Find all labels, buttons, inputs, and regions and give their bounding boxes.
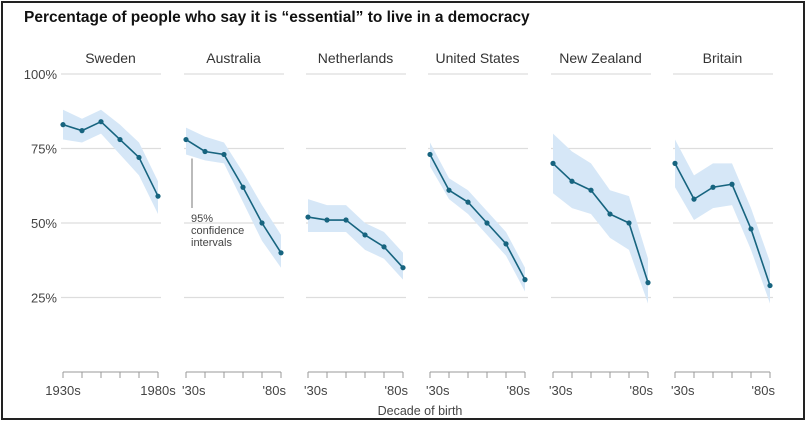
y-tick-label: 25% — [31, 291, 57, 306]
x-tick-label: 1980s — [140, 383, 176, 398]
x-tick-label: '30s — [426, 383, 450, 398]
annotation-text: 95% — [191, 213, 213, 225]
x-tick-label: '30s — [549, 383, 573, 398]
confidence-band — [675, 139, 770, 304]
panel-united-states: United States '30s '80s — [426, 50, 530, 398]
data-point — [729, 181, 735, 187]
data-point — [446, 187, 452, 193]
annotation-text: intervals — [191, 237, 232, 249]
data-point — [767, 282, 773, 289]
data-point — [503, 241, 509, 247]
data-point — [98, 119, 104, 125]
data-point — [305, 214, 311, 220]
x-tick-label: '30s — [671, 383, 695, 398]
data-point — [400, 265, 406, 271]
panel-title: United States — [435, 50, 519, 66]
data-point — [259, 220, 265, 226]
data-point — [278, 250, 284, 256]
data-point — [202, 148, 208, 155]
data-point — [427, 151, 433, 158]
x-tick-label: '80s — [385, 383, 409, 398]
x-tick-label: '80s — [263, 383, 287, 398]
data-point — [155, 193, 161, 199]
data-point — [343, 217, 349, 223]
series-line — [552, 162, 649, 283]
data-point — [569, 178, 575, 184]
data-point — [79, 128, 85, 134]
x-axis-label: Decade of birth — [378, 404, 463, 418]
data-point — [136, 154, 142, 161]
panel-title: New Zealand — [559, 50, 642, 66]
data-point — [522, 277, 528, 283]
panel-title: Netherlands — [318, 50, 394, 66]
panel-new-zealand: New Zealand '30s '80s — [549, 50, 653, 398]
panel-title: Britain — [703, 50, 743, 66]
series-line — [674, 163, 771, 286]
data-point — [484, 220, 490, 226]
panel-netherlands: Netherlands '30s '80s — [304, 50, 408, 398]
x-tick-label: 1930s — [45, 383, 81, 398]
data-point — [465, 199, 471, 205]
annotation-text: confidence — [191, 225, 244, 237]
data-point — [60, 122, 66, 128]
data-point — [183, 136, 189, 143]
x-tick-label: '80s — [630, 383, 654, 398]
panel-britain: Britain '30s '80s — [671, 50, 775, 398]
series-line — [185, 138, 282, 254]
y-axis-labels: 100% 75% 50% 25% — [24, 67, 58, 306]
panel-title: Sweden — [85, 50, 136, 66]
confidence-band — [308, 199, 403, 280]
series-line — [307, 216, 404, 269]
data-point — [550, 160, 556, 166]
data-point — [381, 244, 387, 250]
y-tick-label: 100% — [24, 67, 58, 82]
y-tick-label: 50% — [31, 216, 57, 231]
data-point — [748, 226, 754, 232]
panels: Sweden 1930s 1980s Australia '30s '80s 95%conf… — [45, 50, 775, 398]
data-point — [672, 160, 678, 166]
data-point — [710, 184, 716, 190]
data-point — [221, 151, 227, 158]
confidence-band — [430, 142, 525, 292]
x-tick-label: '80s — [752, 383, 776, 398]
confidence-band — [553, 133, 648, 304]
series-line — [429, 154, 526, 280]
y-tick-label: 75% — [31, 142, 57, 157]
data-point — [607, 211, 613, 217]
data-point — [691, 196, 697, 202]
x-tick-label: '30s — [182, 383, 206, 398]
data-point — [362, 232, 368, 238]
panel-sweden: Sweden 1930s 1980s — [45, 50, 176, 398]
confidence-band — [63, 109, 158, 215]
series-line — [62, 120, 159, 197]
chart-title: Percentage of people who say it is “esse… — [24, 9, 530, 26]
data-point — [240, 184, 246, 190]
x-tick-label: '80s — [507, 383, 531, 398]
data-point — [588, 187, 594, 193]
data-point — [626, 220, 632, 226]
panel-title: Australia — [206, 50, 261, 66]
data-point — [117, 136, 123, 143]
x-tick-label: '30s — [304, 383, 328, 398]
data-point — [324, 217, 330, 223]
confidence-band — [186, 127, 281, 268]
data-point — [645, 280, 651, 286]
